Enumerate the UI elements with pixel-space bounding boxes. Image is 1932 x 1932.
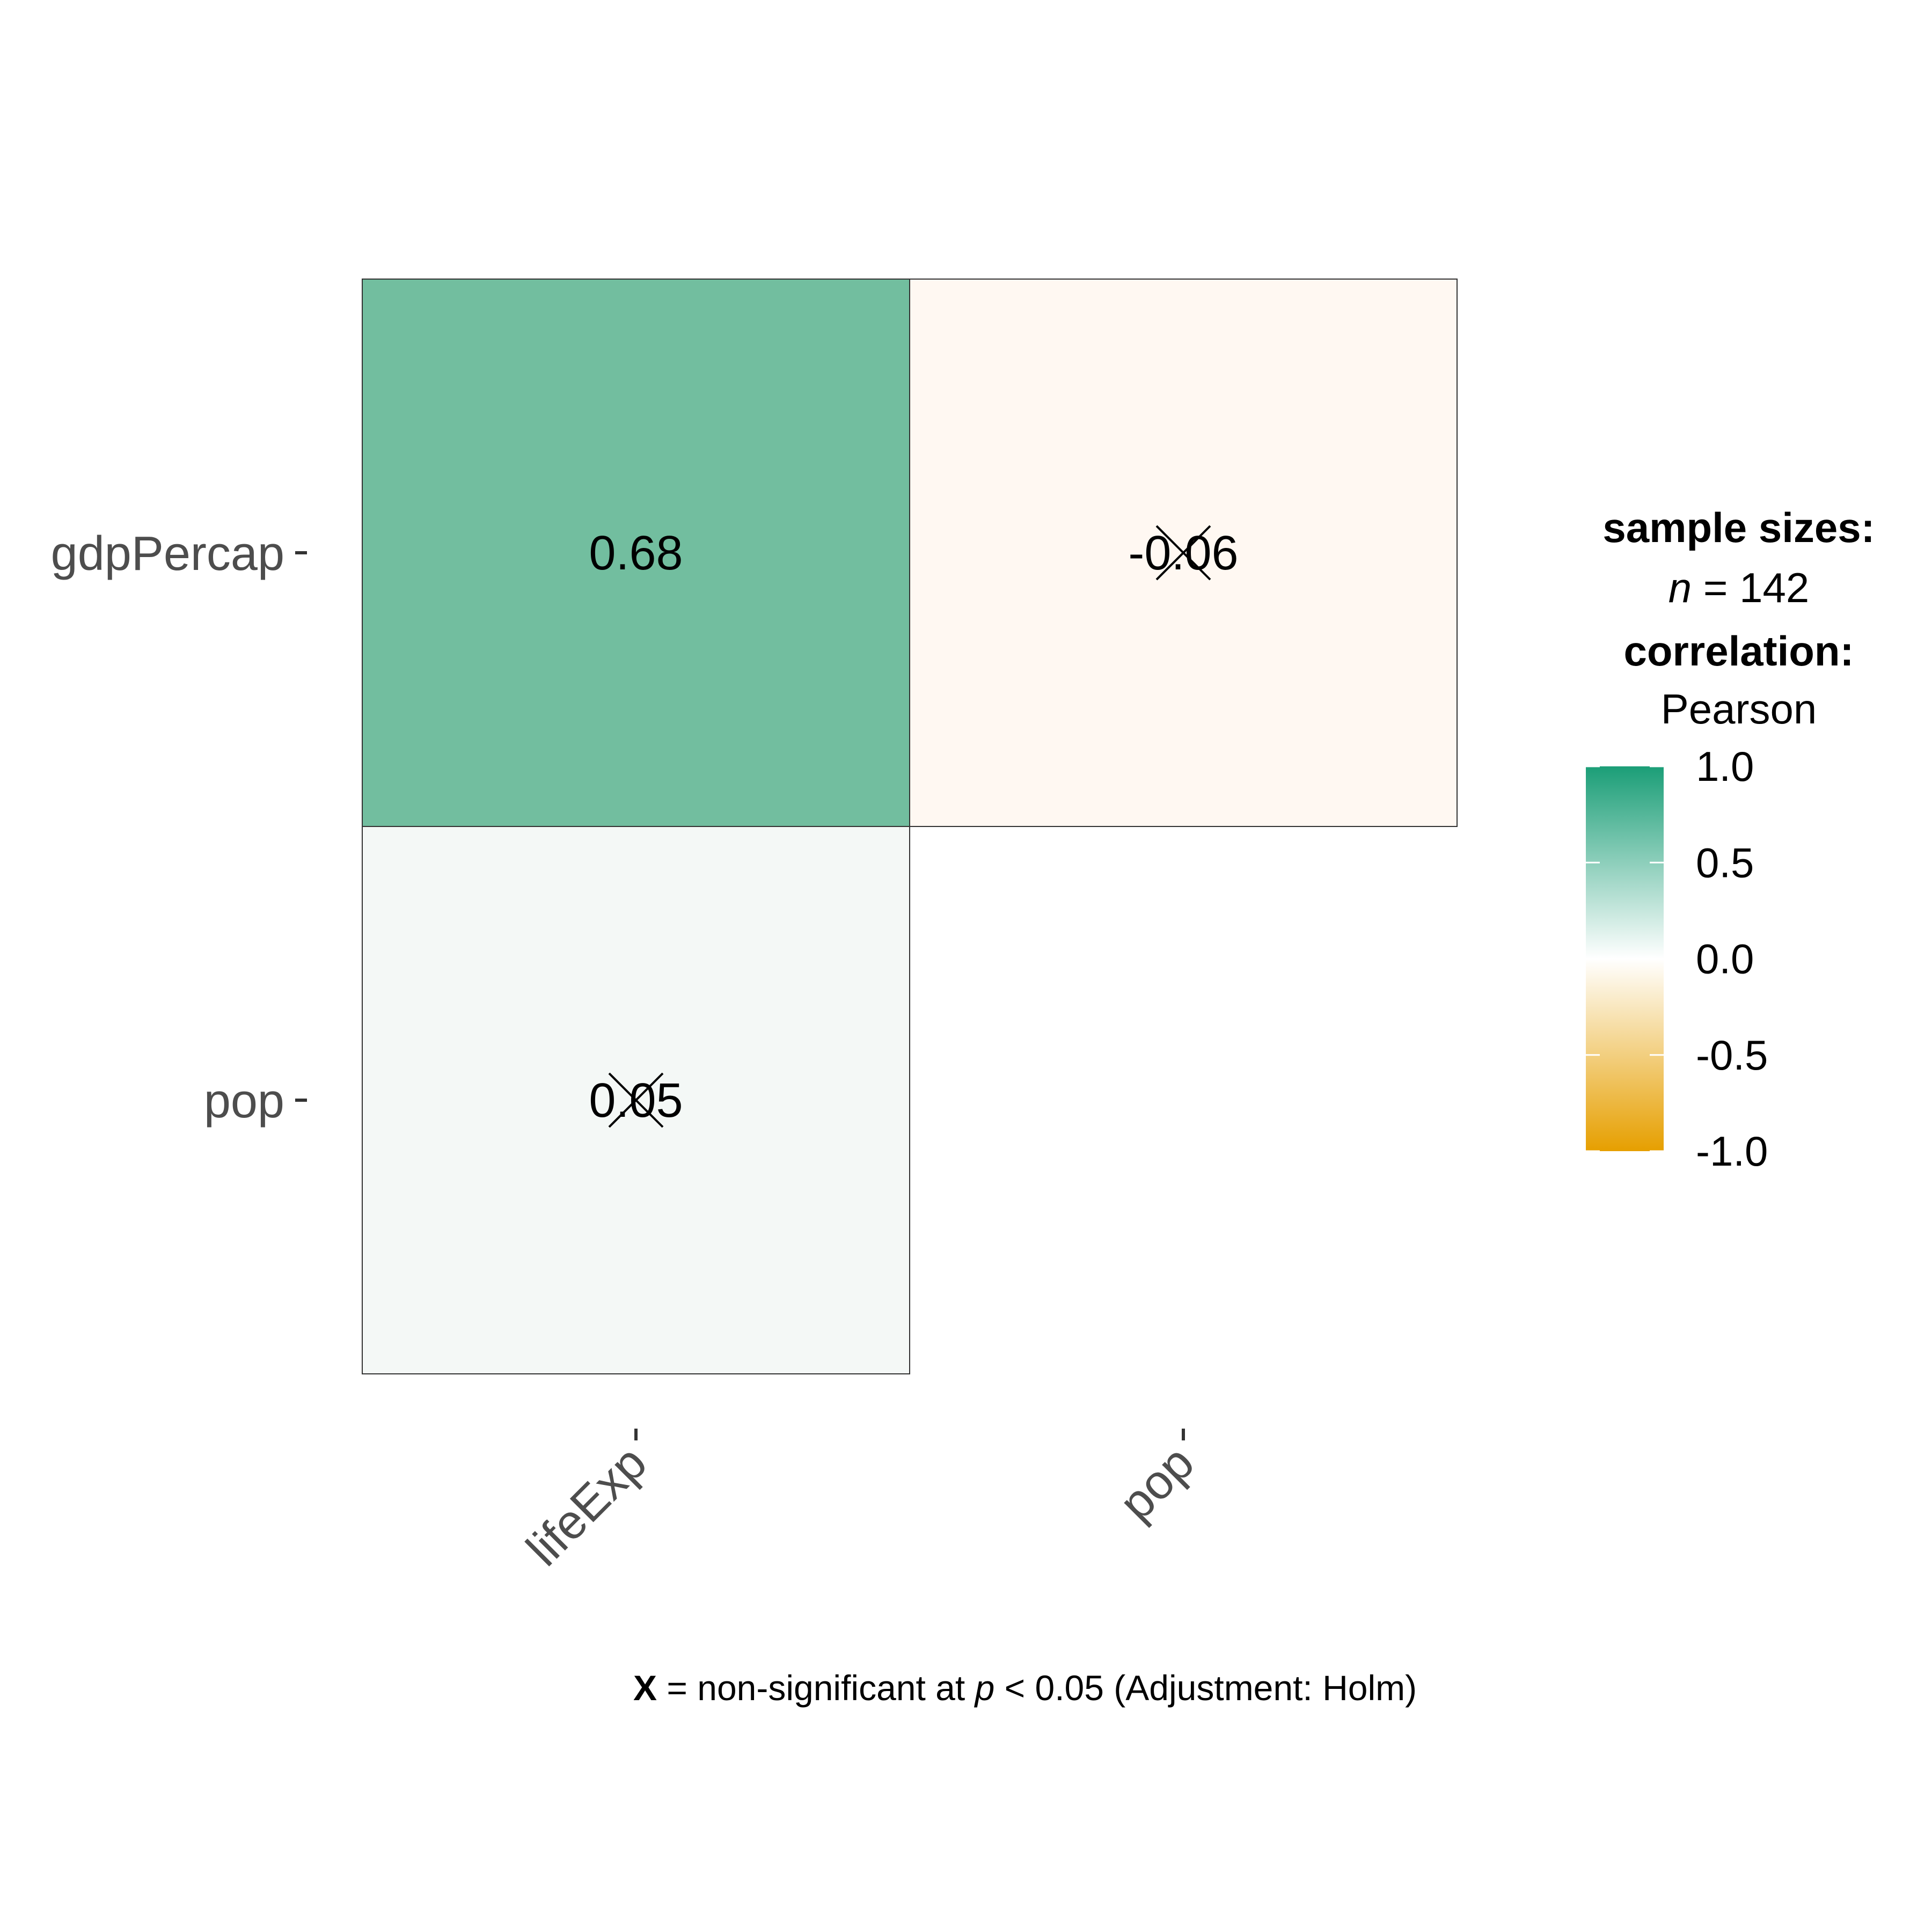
caption-x-symbol: X	[633, 1668, 657, 1708]
legend-n-symbol: n	[1668, 564, 1692, 611]
cell-value-label: 0.68	[589, 526, 683, 580]
non-significant-cross-mark	[1155, 525, 1211, 581]
x-axis-tick-label: pop	[1109, 1436, 1204, 1531]
non-significant-cross-mark	[608, 1072, 664, 1128]
legend-tick-label: 1.0	[1696, 743, 1754, 790]
legend-corr-method: Pearson	[1661, 685, 1817, 733]
caption-text-1: = non-significant at	[657, 1668, 975, 1708]
legend-tick-label: 0.0	[1696, 935, 1754, 983]
heatmap-cells: 0.68-0.060.05	[362, 279, 1458, 1374]
legend-n-value: = 142	[1692, 564, 1809, 611]
legend-tick-label: -1.0	[1696, 1128, 1768, 1175]
heatmap-cell	[362, 279, 910, 827]
legend-tick-label: -0.5	[1696, 1031, 1768, 1079]
legend-colorbar-ticks: 1.0 0.5 0.0 -0.5 -1.0	[1586, 743, 1768, 1175]
y-axis-tick-label: pop	[204, 1074, 284, 1128]
legend: sample sizes: n = 142 correlation: Pears…	[1586, 504, 1875, 1175]
caption-p-symbol: p	[974, 1668, 995, 1708]
legend-tick-label: 0.5	[1696, 839, 1754, 886]
caption: X = non-significant at p < 0.05 (Adjustm…	[633, 1668, 1417, 1708]
x-axis-tick-label: lifeExp	[516, 1436, 657, 1576]
legend-sample-title: sample sizes:	[1602, 504, 1875, 551]
caption-text-2: < 0.05 (Adjustment: Holm)	[994, 1668, 1417, 1708]
legend-sample-size: n = 142	[1668, 564, 1809, 611]
legend-corr-title: correlation:	[1623, 627, 1854, 675]
y-axis-tick-label: gdpPercap	[51, 527, 284, 581]
